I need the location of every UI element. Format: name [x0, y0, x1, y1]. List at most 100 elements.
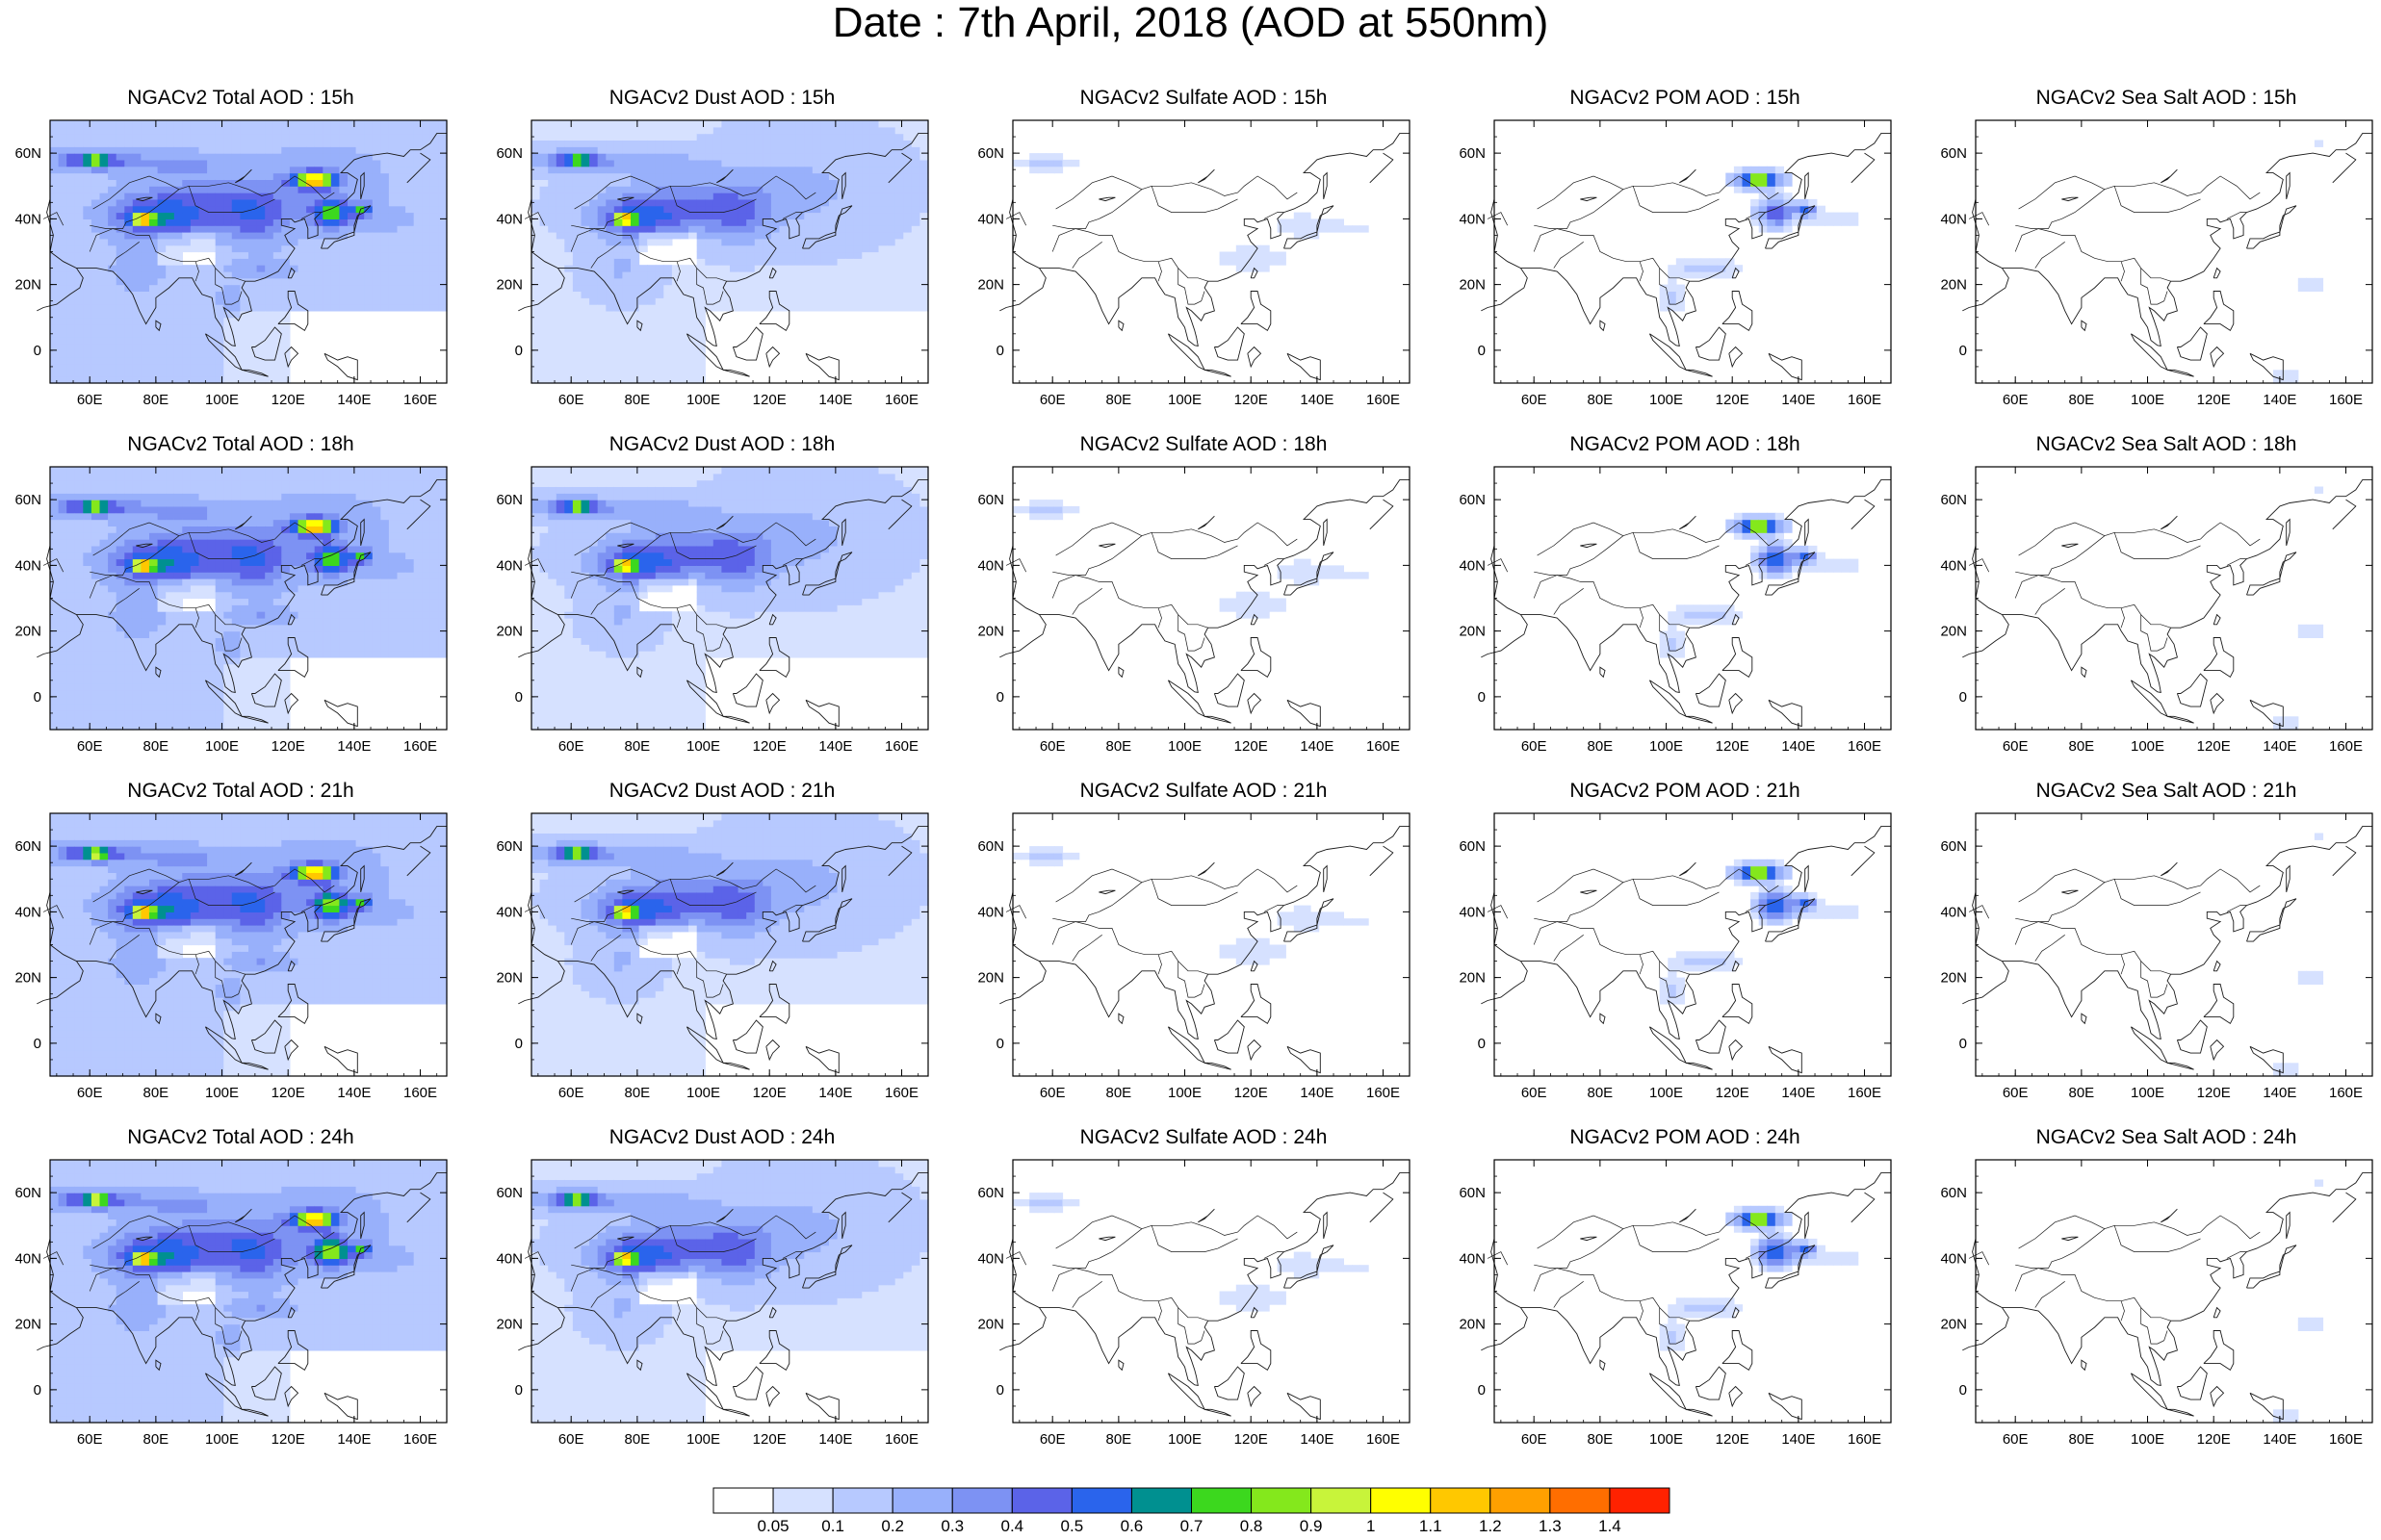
aod-cell [405, 304, 414, 311]
aod-cell [598, 297, 607, 304]
aod-cell [83, 532, 91, 539]
aod-cell [66, 141, 75, 147]
aod-cell [573, 218, 582, 225]
aod-cell [207, 370, 216, 376]
aod-cell [854, 271, 863, 278]
aod-cell [903, 127, 912, 134]
aod-cell [556, 173, 565, 180]
aod-cell [59, 683, 67, 690]
aod-cell [75, 506, 84, 513]
aod-cell [216, 134, 224, 141]
aod-cell [124, 513, 133, 520]
aod-cell [1783, 192, 1792, 199]
aod-cell [108, 278, 116, 285]
aod-cell [820, 179, 829, 186]
aod-cell [389, 134, 398, 141]
coastline [1769, 353, 1801, 379]
aod-cell [108, 552, 116, 559]
aod-cell [265, 186, 273, 192]
aod-cell [257, 192, 266, 199]
aod-cell [398, 134, 406, 141]
aod-cell [166, 552, 174, 559]
aod-cell [2273, 370, 2282, 376]
aod-cell [166, 344, 174, 350]
aod-cell [306, 218, 315, 225]
aod-cell [124, 141, 133, 147]
aod-cell [199, 265, 208, 271]
aod-cell [804, 153, 813, 160]
aod-cell [348, 258, 356, 265]
aod-cell [265, 213, 273, 219]
aod-cell [149, 337, 158, 344]
aod-cell [248, 513, 257, 520]
aod-cell [257, 173, 266, 180]
aod-cell [91, 278, 100, 285]
aod-cell [663, 179, 672, 186]
aod-cell [248, 585, 257, 592]
aod-cell [116, 631, 125, 638]
aod-cell [688, 232, 697, 239]
aod-cell [598, 146, 607, 153]
aod-cell [273, 141, 282, 147]
aod-cell [730, 292, 738, 298]
aod-cell [405, 225, 414, 232]
aod-cell [141, 278, 149, 285]
aod-cell [721, 146, 730, 153]
aod-cell [2315, 278, 2323, 285]
aod-cell [91, 474, 100, 480]
aod-cell [582, 330, 590, 337]
aod-cell [389, 186, 398, 192]
aod-cell [771, 120, 780, 127]
aod-cell [348, 120, 356, 127]
coastline [733, 327, 763, 360]
aod-cell [50, 493, 59, 500]
aod-cell [639, 278, 648, 285]
aod-cell [149, 120, 158, 127]
aod-cell [124, 160, 133, 167]
aod-cell [573, 153, 582, 160]
aod-cell [887, 297, 895, 304]
aod-cell [681, 127, 689, 134]
aod-cell [100, 467, 109, 474]
aod-cell [398, 213, 406, 219]
aod-cell [813, 245, 821, 252]
aod-cell [66, 618, 75, 625]
aod-cell [373, 206, 381, 213]
aod-cell [813, 186, 821, 192]
aod-cell [133, 265, 142, 271]
aod-cell [223, 278, 232, 285]
aod-cell [108, 506, 116, 513]
aod-cell [870, 278, 879, 285]
aod-cell [430, 252, 439, 259]
aod-cell [697, 357, 706, 364]
aod-cell [919, 173, 928, 180]
aod-cell [273, 213, 282, 219]
aod-cell [919, 120, 928, 127]
aod-cell [606, 120, 614, 127]
aod-cell [66, 127, 75, 134]
aod-cell [919, 199, 928, 206]
aod-cell [556, 167, 565, 173]
aod-cell [1038, 160, 1047, 167]
aod-cell [66, 532, 75, 539]
aod-cell [306, 271, 315, 278]
aod-cell [854, 218, 863, 225]
aod-cell [158, 644, 167, 651]
aod-cell [281, 218, 290, 225]
aod-cell [348, 179, 356, 186]
aod-cell [738, 127, 747, 134]
aod-cell [199, 526, 208, 532]
aod-cell [75, 239, 84, 245]
aod-cell [298, 153, 307, 160]
aod-cell [405, 160, 414, 167]
aod-cell [216, 611, 224, 618]
aod-cell [248, 146, 257, 153]
aod-cell [1701, 265, 1710, 271]
aod-cell [141, 474, 149, 480]
aod-cell [548, 218, 556, 225]
aod-cell [298, 160, 307, 167]
aod-cell [663, 370, 672, 376]
aod-cell [647, 370, 656, 376]
aod-cell [248, 192, 257, 199]
aod-cell [223, 710, 232, 717]
